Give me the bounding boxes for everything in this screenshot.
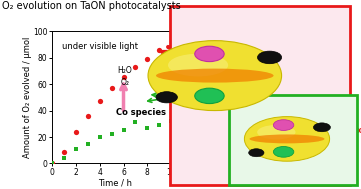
Text: under visible light: under visible light	[62, 42, 138, 51]
Text: e⁻: e⁻	[280, 123, 287, 128]
Text: h⁺: h⁺	[280, 149, 287, 154]
Text: I⁻: I⁻	[291, 47, 298, 56]
Y-axis label: Amount of O₂ evolved / μmol: Amount of O₂ evolved / μmol	[23, 37, 32, 158]
Text: O₂: O₂	[222, 142, 229, 147]
Text: IO₃⁻: IO₃⁻	[356, 128, 361, 134]
Text: H₂O: H₂O	[219, 133, 231, 138]
Text: RuO₂: RuO₂	[252, 161, 269, 166]
Text: H₂O: H₂O	[117, 66, 132, 75]
Text: e⁻: e⁻	[206, 51, 213, 57]
Text: O₂: O₂	[120, 78, 129, 87]
Text: Co species: Co species	[116, 108, 166, 117]
X-axis label: Time / h: Time / h	[97, 179, 132, 188]
Text: O₂ evolution on TaON photocatalysts: O₂ evolution on TaON photocatalysts	[2, 1, 180, 11]
Text: IO₃⁻: IO₃⁻	[312, 56, 331, 65]
Text: I⁻: I⁻	[343, 124, 349, 130]
Text: Ru(OH)ₓClᵧ: Ru(OH)ₓClᵧ	[222, 26, 268, 35]
Text: h⁺: h⁺	[205, 93, 213, 98]
Text: RuO₂: RuO₂	[335, 119, 352, 125]
Text: TaON: TaON	[235, 80, 255, 89]
